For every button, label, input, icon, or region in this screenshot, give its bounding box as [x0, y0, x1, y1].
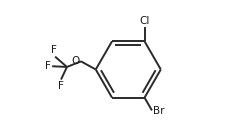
- Text: Cl: Cl: [139, 16, 150, 26]
- Text: Br: Br: [153, 106, 164, 116]
- Text: F: F: [58, 81, 64, 91]
- Text: F: F: [52, 45, 57, 55]
- Text: O: O: [72, 56, 80, 66]
- Text: F: F: [45, 61, 51, 71]
